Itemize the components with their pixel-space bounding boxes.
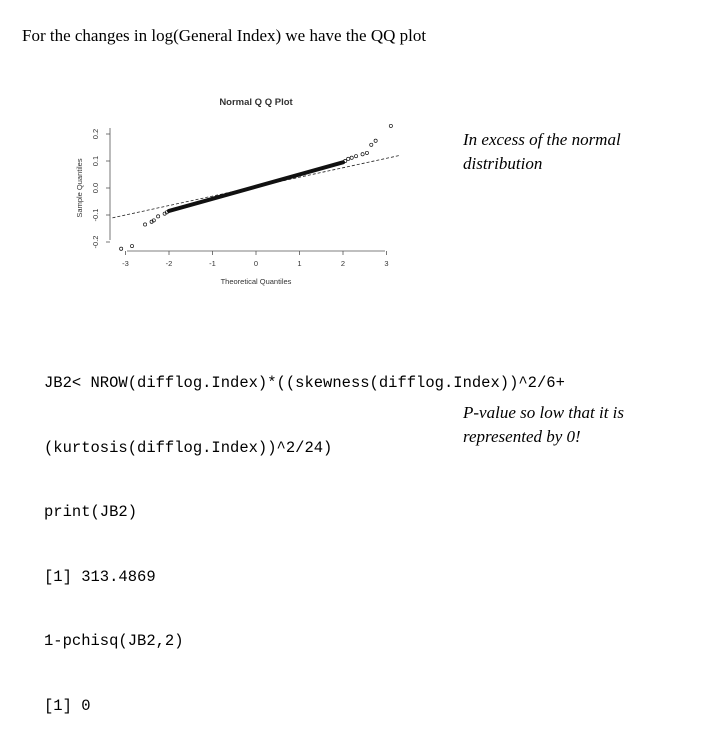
code-line: 1-pchisq(JB2,2) bbox=[44, 632, 184, 650]
r-code-block: JB2< NROW(difflog.Index)*((skewness(diff… bbox=[44, 330, 654, 739]
qq-point bbox=[373, 138, 378, 143]
y-tick-label: -0.2 bbox=[91, 236, 100, 249]
qq-point bbox=[360, 152, 365, 157]
code-line: (kurtosis(difflog.Index))^2/24) bbox=[44, 438, 333, 457]
x-tick-label: -3 bbox=[122, 259, 129, 268]
code-line: print(JB2) bbox=[44, 503, 138, 521]
qq-point bbox=[364, 150, 369, 155]
code-line: [1] 0 bbox=[44, 696, 91, 715]
qq-plot: Normal Q Q Plot -0.2 -0.1 0.0 0.1 0.2 -3 -2 -1… bbox=[75, 97, 400, 286]
y-axis-label: Sample Quantiles bbox=[75, 158, 84, 217]
qq-point bbox=[151, 218, 156, 223]
annotation-excess: In excess of the normal distribution bbox=[463, 130, 621, 173]
x-tick-label: -2 bbox=[166, 259, 173, 268]
qq-point bbox=[343, 159, 348, 163]
y-tick-label: 0.1 bbox=[91, 156, 100, 166]
x-axis-label: Theoretical Quantiles bbox=[221, 277, 292, 286]
y-tick-label: 0.2 bbox=[91, 129, 100, 139]
y-tick-label: 0.0 bbox=[91, 183, 100, 193]
qq-point bbox=[143, 222, 148, 227]
code-line: JB2< NROW(difflog.Index)*((skewness(diff… bbox=[44, 374, 565, 392]
qq-points-core bbox=[167, 160, 345, 213]
x-tick-label: 3 bbox=[384, 259, 388, 268]
qq-point bbox=[346, 156, 351, 161]
qq-point bbox=[388, 123, 393, 128]
x-tick-label: -1 bbox=[209, 259, 216, 268]
y-tick-label: -0.1 bbox=[91, 209, 100, 222]
chart-title: Normal Q Q Plot bbox=[219, 97, 293, 108]
x-tick-label: 1 bbox=[297, 259, 301, 268]
x-tick-label: 0 bbox=[254, 259, 258, 268]
code-line: [1] 313.4869 bbox=[44, 567, 156, 586]
x-tick-label: 2 bbox=[341, 259, 345, 268]
slide-heading: For the changes in log(General Index) we… bbox=[22, 26, 427, 45]
annotation-pvalue: P-value so low that it is represented by… bbox=[463, 403, 625, 446]
qq-point bbox=[156, 214, 161, 219]
qq-point bbox=[354, 154, 358, 159]
qq-point bbox=[119, 246, 124, 251]
qq-point bbox=[369, 142, 374, 147]
qq-point bbox=[130, 244, 134, 248]
qq-point bbox=[349, 155, 354, 160]
qq-point bbox=[164, 210, 169, 215]
